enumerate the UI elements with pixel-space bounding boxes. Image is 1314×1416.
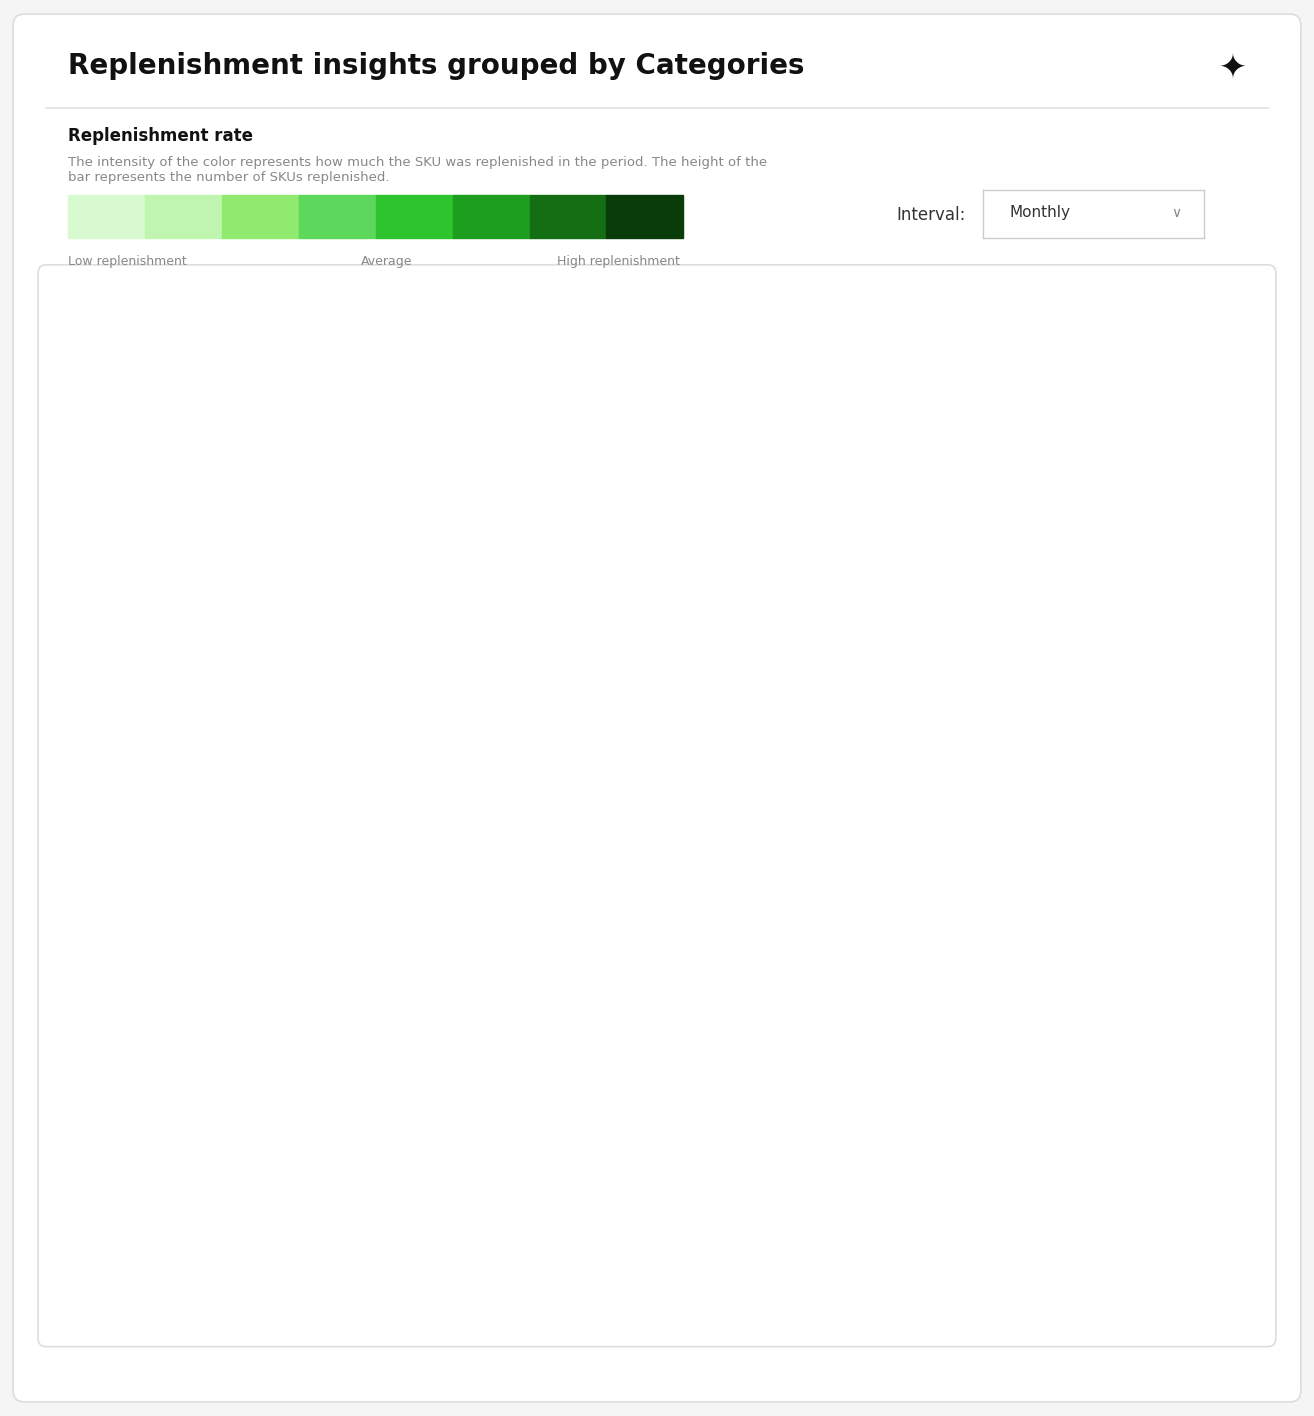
Bar <box>1160 935 1187 1175</box>
Bar <box>396 1119 422 1175</box>
Bar <box>622 1119 646 1175</box>
Text: Average (per SKU):: Average (per SKU): <box>779 776 930 792</box>
Bar <box>170 973 196 1175</box>
Text: Low replenishment: Low replenishment <box>68 255 187 268</box>
Text: SKUs replenished: SKUs replenished <box>813 636 951 651</box>
Text: Replenishment rate: Replenishment rate <box>68 127 254 146</box>
Bar <box>514 607 540 1175</box>
Y-axis label: SKUs Replenished: SKUs Replenished <box>72 691 85 810</box>
Bar <box>606 195 683 238</box>
Bar <box>936 978 961 1175</box>
Bar <box>259 896 285 1175</box>
Text: 1.61: 1.61 <box>870 776 907 792</box>
Bar <box>1190 640 1217 1175</box>
Bar <box>846 1119 872 1175</box>
Text: High replenishment: High replenishment <box>557 255 681 268</box>
Bar <box>145 195 222 238</box>
Bar <box>964 630 991 1175</box>
Text: Dress: Dress <box>779 561 833 578</box>
Text: Mar: Mar <box>229 1286 256 1301</box>
Text: The intensity of the color represents how much the SKU was replenished in the pe: The intensity of the color represents ho… <box>68 156 767 184</box>
Bar <box>710 969 736 1175</box>
Bar <box>530 195 607 238</box>
Bar <box>298 195 376 238</box>
Text: Interval:: Interval: <box>896 207 966 224</box>
FancyBboxPatch shape <box>761 515 993 833</box>
Text: Replenishment insights grouped by Categories: Replenishment insights grouped by Catego… <box>68 52 805 81</box>
Text: Average: Average <box>361 255 413 268</box>
Text: May: May <box>678 1286 708 1301</box>
Text: ∨: ∨ <box>1171 205 1181 219</box>
Bar <box>230 973 255 1175</box>
Bar <box>222 195 298 238</box>
Text: Total replenishments:: Total replenishments: <box>779 707 949 721</box>
Text: Monthly: Monthly <box>1009 205 1071 221</box>
Bar <box>455 950 481 1175</box>
Bar <box>1072 1119 1097 1175</box>
Bar <box>1131 963 1156 1175</box>
Bar <box>376 195 452 238</box>
Bar <box>200 973 226 1175</box>
Bar <box>876 1119 901 1175</box>
Bar <box>485 937 510 1175</box>
Bar <box>681 969 706 1175</box>
Text: ✦: ✦ <box>1218 52 1247 85</box>
Bar <box>650 963 677 1175</box>
Bar <box>740 630 765 1175</box>
Bar <box>289 607 314 1175</box>
Text: 314: 314 <box>883 707 915 721</box>
Bar <box>1101 1119 1127 1175</box>
Text: 195: 195 <box>779 636 811 651</box>
Bar <box>905 978 932 1175</box>
Text: Jun: Jun <box>907 1286 930 1301</box>
Bar <box>68 195 145 238</box>
Text: Jul: Jul <box>1135 1286 1152 1301</box>
Bar <box>452 195 530 238</box>
Bar <box>426 1119 451 1175</box>
Text: Apr: Apr <box>455 1286 481 1301</box>
